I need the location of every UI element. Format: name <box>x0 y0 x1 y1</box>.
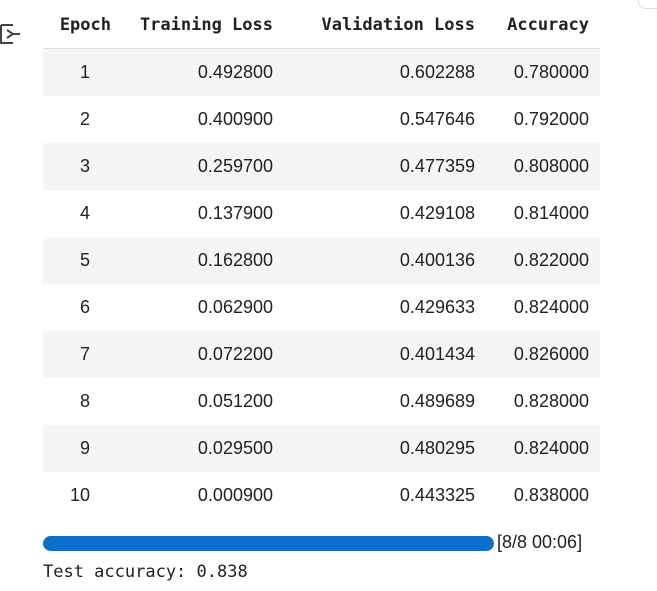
cell-validation-loss: 0.489689 <box>292 378 486 425</box>
progress-status-text: [8/8 00:06] <box>497 532 583 552</box>
cell-training-loss: 0.162800 <box>122 237 292 284</box>
cell-training-loss: 0.259700 <box>122 143 292 190</box>
table-row: 7 0.072200 0.401434 0.826000 <box>43 331 600 378</box>
cell-training-loss: 0.029500 <box>122 425 292 472</box>
evaluation-progress: [8/8 00:06] <box>43 531 603 557</box>
table-row: 3 0.259700 0.477359 0.808000 <box>43 143 600 190</box>
cell-validation-loss: 0.429108 <box>292 190 486 237</box>
table-row: 5 0.162800 0.400136 0.822000 <box>43 237 600 284</box>
cell-accuracy: 0.792000 <box>486 96 600 143</box>
table-header-row: Epoch Training Loss Validation Loss Accu… <box>43 2 600 49</box>
table-row: 4 0.137900 0.429108 0.814000 <box>43 190 600 237</box>
cell-accuracy: 0.826000 <box>486 331 600 378</box>
cell-validation-loss: 0.401434 <box>292 331 486 378</box>
cell-validation-loss: 0.547646 <box>292 96 486 143</box>
cell-training-loss: 0.051200 <box>122 378 292 425</box>
cell-training-loss: 0.400900 <box>122 96 292 143</box>
training-metrics-table: Epoch Training Loss Validation Loss Accu… <box>43 2 600 519</box>
cell-epoch: 6 <box>43 284 122 331</box>
progress-bar-track <box>43 536 494 551</box>
table-row: 2 0.400900 0.547646 0.792000 <box>43 96 600 143</box>
cell-epoch: 8 <box>43 378 122 425</box>
column-header-validation-loss: Validation Loss <box>292 2 486 49</box>
column-header-training-loss: Training Loss <box>122 2 292 49</box>
cell-validation-loss: 0.602288 <box>292 48 486 96</box>
cell-training-loss: 0.000900 <box>122 472 292 519</box>
cell-accuracy: 0.822000 <box>486 237 600 284</box>
cell-training-loss: 0.072200 <box>122 331 292 378</box>
cell-epoch: 4 <box>43 190 122 237</box>
cell-training-loss: 0.492800 <box>122 48 292 96</box>
table-row: 6 0.062900 0.429633 0.824000 <box>43 284 600 331</box>
cell-accuracy: 0.814000 <box>486 190 600 237</box>
cell-accuracy: 0.838000 <box>486 472 600 519</box>
column-header-accuracy: Accuracy <box>486 2 600 49</box>
cell-validation-loss: 0.400136 <box>292 237 486 284</box>
cell-validation-loss: 0.443325 <box>292 472 486 519</box>
table-row: 8 0.051200 0.489689 0.828000 <box>43 378 600 425</box>
cell-validation-loss: 0.480295 <box>292 425 486 472</box>
cell-epoch: 1 <box>43 48 122 96</box>
cell-epoch: 9 <box>43 425 122 472</box>
cell-accuracy: 0.780000 <box>486 48 600 96</box>
cell-epoch: 7 <box>43 331 122 378</box>
cell-epoch: 3 <box>43 143 122 190</box>
cell-accuracy: 0.808000 <box>486 143 600 190</box>
table-row: 10 0.000900 0.443325 0.838000 <box>43 472 600 519</box>
table-row: 1 0.492800 0.602288 0.780000 <box>43 48 600 96</box>
cell-training-loss: 0.062900 <box>122 284 292 331</box>
output-expand-icon[interactable] <box>0 22 22 48</box>
cell-accuracy: 0.824000 <box>486 425 600 472</box>
cell-training-loss: 0.137900 <box>122 190 292 237</box>
cell-epoch: 10 <box>43 472 122 519</box>
cell-accuracy: 0.824000 <box>486 284 600 331</box>
cell-accuracy: 0.828000 <box>486 378 600 425</box>
cell-epoch: 5 <box>43 237 122 284</box>
test-accuracy-output: Test accuracy: 0.838 <box>43 562 248 582</box>
progress-bar-fill <box>43 536 494 551</box>
cell-validation-loss: 0.477359 <box>292 143 486 190</box>
cell-epoch: 2 <box>43 96 122 143</box>
cell-validation-loss: 0.429633 <box>292 284 486 331</box>
cell-corner-divider <box>638 0 657 9</box>
table-row: 9 0.029500 0.480295 0.824000 <box>43 425 600 472</box>
column-header-epoch: Epoch <box>43 2 122 49</box>
